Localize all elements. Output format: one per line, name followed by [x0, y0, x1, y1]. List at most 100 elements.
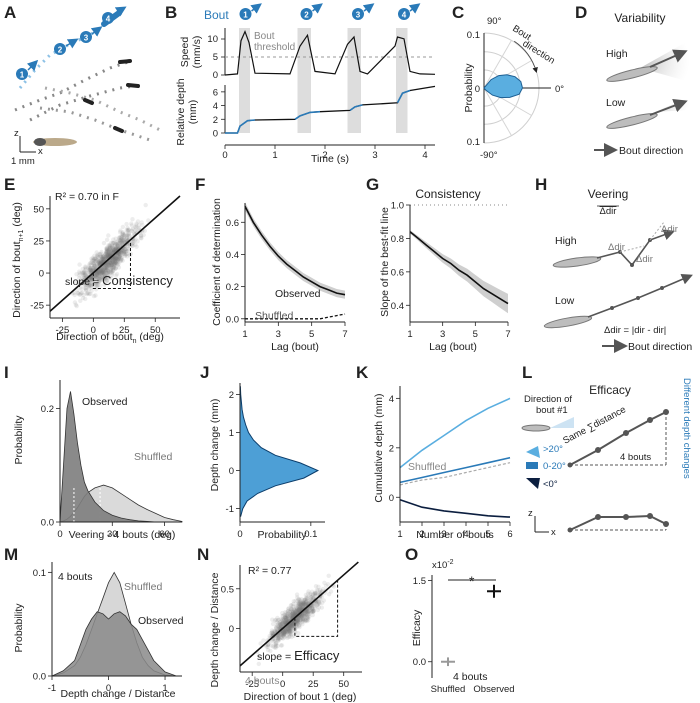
i-xtick-label: 60	[159, 529, 170, 540]
k-xtick-label: 5	[485, 529, 490, 540]
scatter-point	[101, 254, 106, 260]
scatter-point	[80, 266, 86, 272]
scatter-point	[82, 283, 87, 288]
bout-badge-arrow	[362, 3, 375, 14]
scatter-point	[301, 612, 306, 618]
scatter-point	[89, 275, 94, 280]
scatter-point	[275, 643, 280, 649]
e-fit-line	[49, 195, 181, 312]
scatter-point	[138, 233, 144, 238]
svg-text:0: 0	[213, 70, 218, 81]
j-ytick-label: 1	[229, 428, 234, 439]
scatter-point	[312, 591, 317, 597]
scatter-point	[130, 243, 135, 248]
scatter-point	[124, 235, 130, 240]
scatter-point	[91, 265, 97, 271]
scatter-point	[113, 236, 118, 241]
scatter-point	[100, 270, 105, 275]
scatter-point	[113, 266, 118, 271]
scatter-point	[118, 256, 124, 262]
scatter-point	[270, 630, 275, 635]
scatter-point	[289, 626, 294, 631]
scatter-point	[300, 617, 305, 622]
scatter-point	[296, 606, 302, 611]
scatter-point	[109, 248, 114, 254]
scatter-point	[105, 249, 111, 254]
scatter-point	[282, 631, 287, 636]
scatter-point	[92, 253, 97, 258]
time-xtick-label: 4	[422, 150, 427, 161]
scatter-point	[116, 241, 121, 246]
scatter-point	[283, 614, 288, 620]
scatter-point	[275, 623, 280, 628]
panel-letter-f: F	[195, 175, 205, 194]
scatter-point	[283, 631, 288, 636]
scatter-point	[289, 623, 295, 629]
scatter-point	[290, 609, 296, 615]
scatter-point	[86, 283, 92, 288]
scatter-point	[296, 620, 301, 625]
scatter-point	[94, 257, 99, 262]
scatter-point	[305, 616, 311, 621]
scatter-point	[103, 269, 108, 274]
scatter-point	[112, 256, 118, 262]
scatter-point	[119, 235, 125, 240]
scatter-point	[102, 273, 107, 279]
scatter-point	[108, 266, 113, 271]
scatter-point	[293, 603, 299, 608]
scatter-point	[125, 254, 130, 259]
scatter-point	[126, 231, 132, 236]
panel-n: N -25 0 25 50 0 0.5 R² = 0.77 slope = Efficac…	[197, 545, 362, 703]
svg-text:threshold: threshold	[254, 42, 295, 53]
scatter-point	[281, 618, 286, 623]
panel-e: E -25 0 25 50 -25 0 25 50 R² = 0.70 in F slope …	[4, 175, 181, 345]
scatter-point	[312, 605, 317, 611]
scatter-point	[273, 629, 278, 634]
panel-letter-o: O	[405, 545, 418, 564]
scatter-point	[111, 261, 117, 266]
scatter-point	[277, 622, 283, 627]
scatter-point	[104, 266, 110, 271]
scatter-point	[281, 630, 287, 636]
scatter-point	[295, 618, 301, 623]
time-xtick-label: 1	[272, 150, 277, 161]
scatter-point	[264, 644, 269, 649]
scatter-point	[296, 623, 302, 628]
scatter-point	[108, 251, 113, 257]
scatter-point	[317, 601, 322, 606]
scatter-point	[124, 235, 130, 240]
scatter-point	[91, 262, 97, 267]
scatter-point	[88, 276, 94, 281]
fish-high	[606, 66, 658, 82]
scatter-point	[123, 247, 128, 253]
scatter-point	[279, 632, 284, 637]
scatter-point	[83, 264, 88, 269]
scatter-point	[100, 268, 105, 273]
scatter-point	[293, 598, 298, 604]
f-observed-band	[245, 202, 345, 299]
scatter-point	[125, 225, 130, 231]
scatter-point	[116, 254, 121, 259]
g-slope-line	[409, 231, 509, 305]
scatter-point	[286, 634, 291, 640]
scatter-point	[118, 239, 123, 244]
scatter-point	[309, 608, 315, 614]
scatter-point	[134, 225, 139, 230]
scatter-point	[316, 601, 321, 606]
scatter-point	[97, 270, 102, 276]
scatter-point	[289, 634, 294, 640]
scatter-point	[107, 250, 112, 255]
scatter-point	[306, 609, 312, 615]
scatter-point	[301, 614, 307, 619]
scatter-point	[312, 593, 318, 599]
scatter-point	[308, 593, 313, 598]
svg-text:High: High	[606, 48, 628, 60]
scatter-point	[116, 265, 122, 270]
scatter-point	[296, 616, 302, 621]
scatter-point	[124, 248, 129, 254]
scatter-point	[122, 249, 127, 254]
scatter-point	[83, 285, 88, 291]
scatter-point	[311, 608, 316, 613]
f-observed-line	[244, 205, 346, 296]
scatter-point	[110, 245, 115, 250]
